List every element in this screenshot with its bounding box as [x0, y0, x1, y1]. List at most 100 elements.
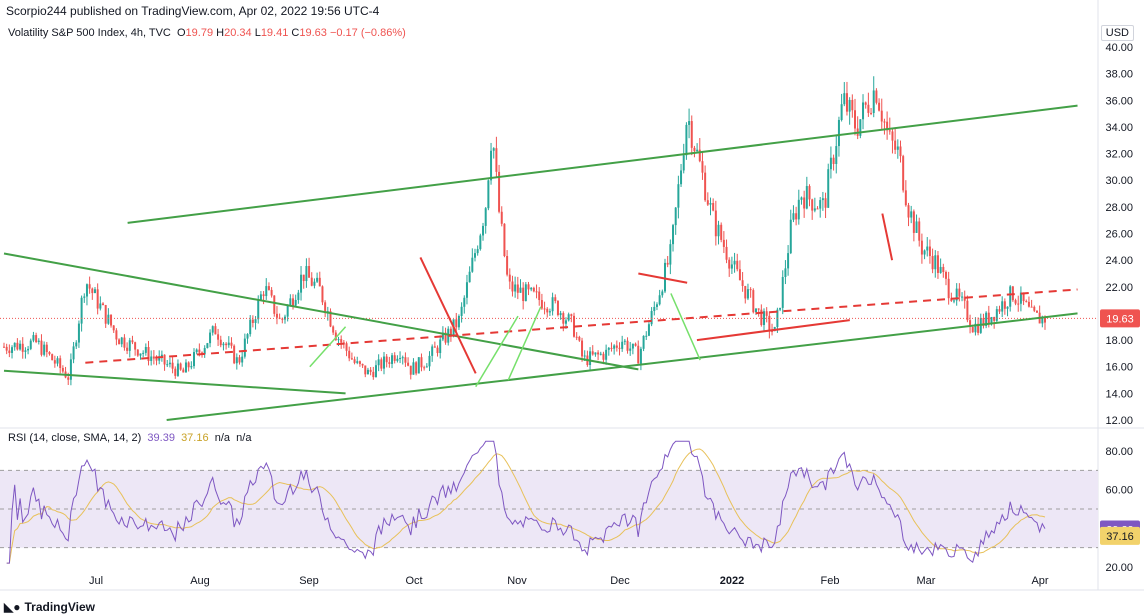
- price-tick-8: 24.00: [1105, 255, 1133, 267]
- dashed-support-line: [85, 288, 1078, 364]
- candle-body: [666, 262, 669, 265]
- candle-body: [203, 348, 206, 355]
- candle-body: [388, 362, 391, 364]
- candle-body: [294, 299, 297, 306]
- candle-body: [40, 340, 43, 355]
- candle-body: [350, 358, 353, 360]
- candle-body: [1030, 306, 1033, 308]
- candle-body: [768, 315, 771, 331]
- candle-body: [958, 288, 961, 297]
- currency-label[interactable]: USD: [1100, 25, 1134, 41]
- candle-body: [24, 350, 27, 352]
- candle-body: [819, 200, 822, 209]
- candle-body: [902, 156, 905, 191]
- candle-body: [1041, 316, 1044, 324]
- candle-body: [738, 269, 741, 281]
- candle-body: [243, 338, 246, 357]
- rsi-legend: RSI (14, close, SMA, 14, 2) 39.39 37.16 …: [8, 432, 251, 444]
- light-green-line-4: [309, 326, 347, 368]
- candle-body: [136, 349, 139, 356]
- candle-body: [942, 266, 945, 272]
- candle-body: [134, 342, 137, 350]
- candle-body: [273, 295, 276, 314]
- last-price-label: 19.63: [1106, 313, 1134, 325]
- candle-body: [647, 324, 650, 336]
- candle-body: [225, 343, 228, 346]
- candle-body: [160, 354, 163, 357]
- candle-body: [829, 157, 832, 170]
- candle-body: [415, 362, 418, 374]
- candle-body: [693, 147, 696, 152]
- candle-body: [763, 311, 766, 325]
- candle-body: [591, 351, 594, 355]
- candle-body: [637, 345, 640, 364]
- candle-body: [270, 289, 273, 296]
- candle-body: [623, 340, 626, 342]
- candle-body: [190, 366, 193, 368]
- candle-body: [690, 121, 693, 148]
- time-tick-8: Mar: [917, 575, 936, 587]
- candle-body: [832, 157, 835, 164]
- candle-body: [923, 250, 926, 255]
- candle-body: [214, 326, 217, 335]
- candle-body: [610, 347, 613, 349]
- candle-body: [308, 266, 311, 278]
- candle-body: [538, 291, 541, 301]
- candle-body: [859, 119, 862, 136]
- candle-body: [1017, 303, 1020, 305]
- candle-body: [77, 323, 80, 343]
- candle-body: [717, 224, 720, 237]
- candle-body: [147, 347, 150, 361]
- candle-body: [511, 281, 514, 292]
- candle-body: [789, 219, 792, 254]
- candle-body: [500, 211, 503, 224]
- candle-body: [259, 294, 262, 300]
- price-tick-11: 18.00: [1105, 335, 1133, 347]
- candle-body: [530, 287, 533, 290]
- candle-body: [939, 266, 942, 273]
- candle-body: [583, 355, 586, 357]
- candle-body: [904, 190, 907, 206]
- candle-body: [899, 146, 902, 157]
- candle-body: [746, 289, 749, 299]
- candle-body: [669, 244, 672, 265]
- tradingview-logo[interactable]: ◣● TradingView: [4, 600, 95, 614]
- candle-body: [875, 90, 878, 103]
- candle-body: [238, 357, 241, 363]
- candle-body: [645, 335, 648, 337]
- candle-body: [142, 352, 145, 354]
- candle-body: [706, 200, 709, 205]
- price-tick-0: 40.00: [1105, 42, 1133, 54]
- candle-body: [3, 346, 5, 348]
- published-info: Scorpio244 published on TradingView.com,…: [6, 4, 380, 18]
- candle-body: [16, 342, 19, 350]
- candle-body: [928, 246, 931, 257]
- candle-body: [35, 335, 38, 343]
- time-tick-9: Apr: [1031, 575, 1048, 587]
- open-value: 19.79: [185, 27, 214, 39]
- rsi-tick-0: 80.00: [1105, 446, 1133, 458]
- candle-body: [401, 357, 404, 359]
- candle-body: [672, 225, 675, 245]
- candle-body: [1006, 306, 1009, 309]
- candle-body: [383, 356, 386, 369]
- tradingview-brand: TradingView: [24, 600, 95, 614]
- candle-body: [696, 149, 699, 152]
- rsi-label: RSI (14, close, SMA, 14, 2): [8, 432, 142, 444]
- candle-body: [631, 343, 634, 349]
- rsi-band: [0, 470, 1098, 548]
- light-green-line-1: [475, 315, 519, 388]
- candle-body: [334, 332, 337, 341]
- candle-body: [995, 309, 998, 321]
- candle-body: [803, 197, 806, 209]
- candle-body: [128, 340, 131, 351]
- candle-body: [211, 326, 214, 333]
- candle-body: [974, 323, 977, 333]
- candle-body: [131, 340, 134, 343]
- candle-body: [463, 297, 466, 307]
- candle-body: [99, 303, 102, 309]
- candle-body: [404, 357, 407, 363]
- rsi-sma-badge: [1100, 526, 1140, 545]
- candle-body: [998, 309, 1001, 312]
